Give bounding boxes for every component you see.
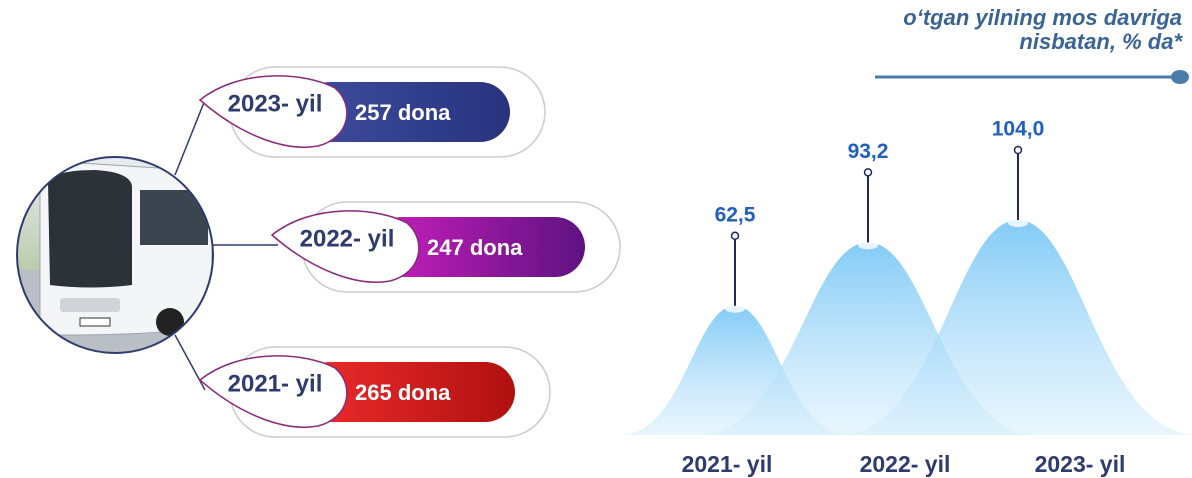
count-label: 265 dona — [355, 380, 451, 405]
title-dot — [1171, 70, 1189, 84]
connector — [175, 100, 205, 175]
peak-glow — [858, 241, 878, 249]
value-label: 104,0 — [992, 118, 1045, 141]
connector — [175, 335, 205, 390]
peak-glow — [725, 305, 745, 313]
count-label: 247 dona — [427, 235, 523, 260]
pin-head — [732, 232, 739, 239]
x-tick-label: 2023- yil — [1035, 451, 1126, 477]
year-label: 2023- yil — [228, 90, 323, 117]
pin-head — [865, 169, 872, 176]
infographic: 2023- yil 257 dona 2022- yil 247 dona 2021- … — [0, 0, 1192, 478]
peak-glow — [1008, 219, 1028, 227]
value-label: 93,2 — [848, 140, 889, 163]
year-label: 2022- yil — [300, 225, 395, 252]
value-label: 62,5 — [715, 203, 756, 226]
page: 2023- yil 257 dona 2022- yil 247 dona 2021- … — [0, 0, 1192, 478]
year-label: 2021- yil — [228, 370, 323, 397]
chart-title: o‘tgan yilning mos davriga nisbatan, % d… — [852, 6, 1182, 54]
pin-head — [1015, 147, 1022, 154]
count-label: 257 dona — [355, 100, 451, 125]
x-tick-label: 2022- yil — [860, 451, 951, 477]
x-tick-label: 2021- yil — [682, 451, 773, 477]
